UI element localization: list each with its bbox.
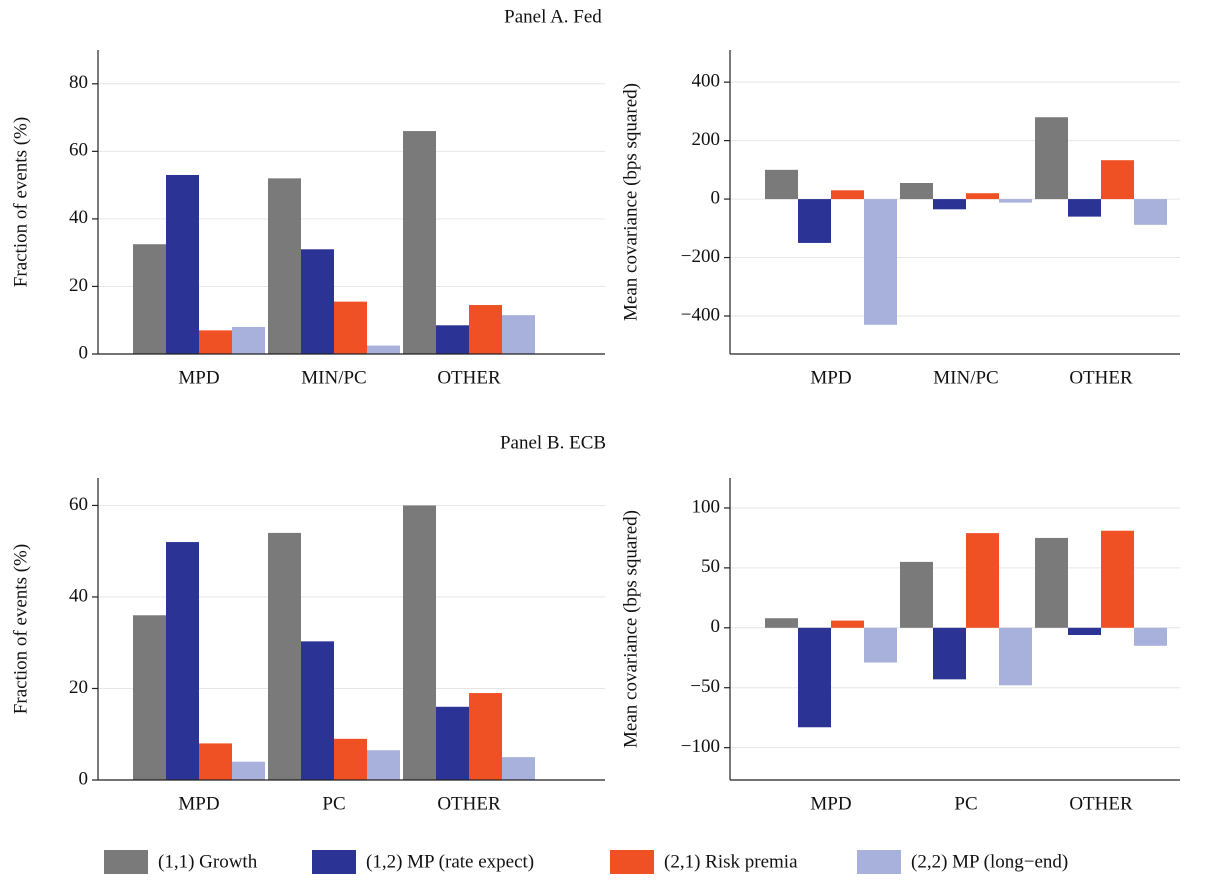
y-axis-label: Fraction of events (%)	[10, 117, 31, 287]
y-tick-label: 0	[79, 342, 89, 363]
bar	[166, 542, 199, 780]
x-tick-label: MPD	[810, 367, 851, 388]
y-tick-label: −50	[690, 676, 720, 697]
y-tick-label: 0	[711, 187, 721, 208]
y-tick-label: 0	[711, 616, 721, 637]
bar	[232, 326, 265, 354]
x-tick-label: PC	[322, 793, 345, 814]
x-tick-label: OTHER	[437, 367, 501, 388]
y-tick-label: 50	[701, 556, 720, 577]
bar	[199, 743, 232, 780]
bar	[765, 618, 798, 628]
bar	[436, 706, 469, 780]
bar	[301, 249, 334, 354]
bar	[831, 620, 864, 628]
x-tick-label: MPD	[178, 793, 219, 814]
bar	[367, 345, 400, 354]
bar	[232, 761, 265, 780]
bar	[933, 199, 966, 210]
bar	[1101, 530, 1134, 628]
x-tick-label: MPD	[178, 367, 219, 388]
y-axis-label: Mean covariance (bps squared)	[620, 510, 641, 748]
bar	[1134, 199, 1167, 225]
panel-title: Panel B. ECB	[500, 432, 606, 453]
bar	[900, 183, 933, 200]
bar	[1101, 160, 1134, 200]
bar	[166, 174, 199, 354]
bar	[1068, 199, 1101, 217]
y-tick-label: 40	[69, 207, 88, 228]
bar	[334, 738, 367, 780]
y-tick-label: −100	[681, 736, 720, 757]
y-tick-label: 0	[79, 768, 89, 789]
y-tick-label: 60	[69, 140, 88, 161]
bar	[798, 199, 831, 243]
y-tick-label: 200	[692, 129, 721, 150]
legend-label: (2,2) MP (long−end)	[911, 851, 1068, 872]
bar	[133, 244, 166, 354]
bar	[268, 178, 301, 354]
bar	[334, 301, 367, 354]
bar	[1035, 117, 1068, 200]
bar	[1035, 537, 1068, 628]
y-tick-label: 60	[69, 494, 88, 515]
y-axis-label: Mean covariance (bps squared)	[620, 83, 641, 321]
bar	[933, 627, 966, 680]
y-tick-label: −200	[681, 246, 720, 267]
y-tick-label: 20	[69, 275, 88, 296]
bar	[436, 325, 469, 354]
legend-swatch	[857, 850, 901, 874]
bar	[1134, 627, 1167, 646]
legend-swatch	[312, 850, 356, 874]
legend-label: (1,1) Growth	[158, 851, 258, 872]
bar	[268, 532, 301, 780]
bar	[403, 505, 436, 780]
bar	[999, 627, 1032, 686]
bar	[301, 641, 334, 780]
bar	[864, 627, 897, 663]
bar	[469, 305, 502, 354]
legend-label: (1,2) MP (rate expect)	[366, 851, 534, 872]
bar	[133, 615, 166, 780]
bar	[1068, 627, 1101, 635]
x-tick-label: OTHER	[1069, 367, 1133, 388]
bar	[502, 757, 535, 780]
y-tick-label: 80	[69, 72, 88, 93]
bar	[367, 750, 400, 780]
bar	[966, 193, 999, 200]
y-tick-label: 100	[692, 496, 721, 517]
bar	[798, 627, 831, 728]
x-tick-label: OTHER	[1069, 793, 1133, 814]
y-tick-label: 400	[692, 71, 721, 92]
x-tick-label: PC	[954, 793, 977, 814]
legend-label: (2,1) Risk premia	[664, 851, 798, 872]
y-tick-label: 40	[69, 585, 88, 606]
x-tick-label: MPD	[810, 793, 851, 814]
x-tick-label: MIN/PC	[933, 367, 998, 388]
bar	[966, 533, 999, 628]
y-axis-label: Fraction of events (%)	[10, 544, 31, 714]
x-tick-label: OTHER	[437, 793, 501, 814]
panel-title: Panel A. Fed	[504, 6, 602, 27]
y-tick-label: −400	[681, 304, 720, 325]
bar	[502, 315, 535, 354]
y-tick-label: 20	[69, 677, 88, 698]
x-tick-label: MIN/PC	[301, 367, 366, 388]
bar	[900, 561, 933, 628]
bar	[765, 169, 798, 200]
bar	[999, 199, 1032, 203]
legend-swatch	[104, 850, 148, 874]
bar	[199, 330, 232, 354]
bar	[403, 131, 436, 354]
legend-swatch	[610, 850, 654, 874]
bar	[831, 190, 864, 200]
bar	[469, 693, 502, 780]
bar	[864, 199, 897, 325]
